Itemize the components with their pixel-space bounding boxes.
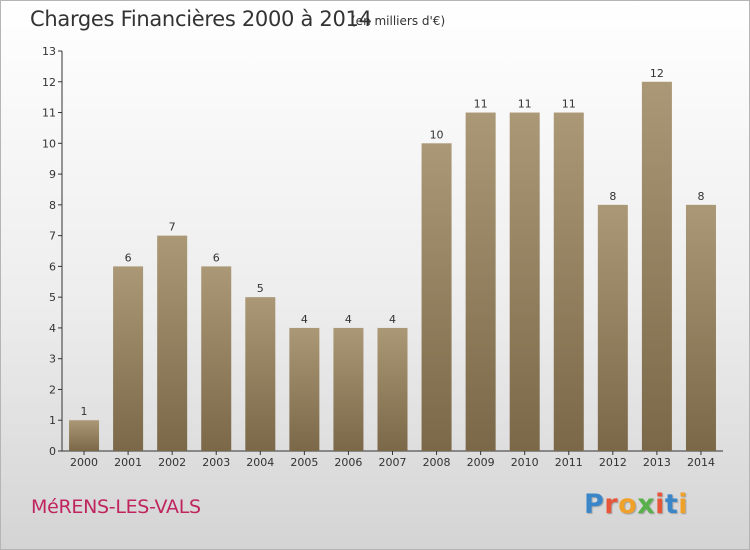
x-tick-label: 2005 <box>290 456 318 469</box>
data-label: 12 <box>650 67 664 80</box>
bar <box>201 266 232 451</box>
bar <box>597 204 628 451</box>
data-label: 1 <box>81 405 88 418</box>
logo-letter: t <box>664 489 679 520</box>
y-tick-label: 6 <box>49 260 56 273</box>
data-label: 11 <box>474 98 488 111</box>
bar <box>641 81 672 452</box>
y-tick-label: 10 <box>42 137 56 150</box>
y-tick-label: 5 <box>49 291 56 304</box>
bar <box>69 420 100 451</box>
y-tick-label: 11 <box>42 107 56 120</box>
bar <box>113 266 144 451</box>
x-tick-label: 2006 <box>334 456 362 469</box>
data-label: 8 <box>609 190 616 203</box>
y-tick-label: 13 <box>42 45 56 58</box>
y-tick-label: 2 <box>49 383 56 396</box>
x-tick-label: 2008 <box>423 456 451 469</box>
chart-subtitle: (en milliers d'€) <box>351 14 446 28</box>
data-label: 11 <box>562 98 576 111</box>
y-tick-label: 7 <box>49 230 56 243</box>
y-tick-label: 8 <box>49 199 56 212</box>
logo-letter: x <box>637 489 656 520</box>
data-label: 7 <box>169 221 176 234</box>
logo-letter: P <box>584 489 605 520</box>
chart-labels: 1 6 7 6 5 4 4 4 10 11 11 11 8 12 8 <box>81 67 705 418</box>
bar <box>333 327 364 451</box>
chart-title: Charges Financières 2000 à 2014 <box>30 7 372 31</box>
bar <box>685 204 716 451</box>
y-tick-label: 3 <box>49 353 56 366</box>
bar <box>157 235 188 451</box>
commune-name: MéRENS-LES-VALS <box>31 496 201 518</box>
x-tick-label: 2001 <box>114 456 142 469</box>
bar <box>553 112 584 452</box>
x-tick-label: 2009 <box>467 456 495 469</box>
y-tick-label: 1 <box>49 414 56 427</box>
y-tick-label: 4 <box>49 322 56 335</box>
y-tick-label: 9 <box>49 168 56 181</box>
proxiti-logo[interactable]: Proxiti <box>584 489 688 523</box>
x-tick-label: 2002 <box>158 456 186 469</box>
x-tick-label: 2007 <box>379 456 407 469</box>
bar <box>289 327 320 451</box>
chart-bars <box>69 81 716 452</box>
bar <box>421 143 452 452</box>
bar <box>377 327 408 451</box>
logo-letter: r <box>604 489 619 520</box>
data-label: 4 <box>345 313 352 326</box>
y-tick-label: 0 <box>49 445 56 458</box>
logo-letter: i <box>678 489 689 520</box>
data-label: 10 <box>430 128 444 141</box>
data-label: 8 <box>697 190 704 203</box>
logo-letter: o <box>618 489 638 520</box>
data-label: 4 <box>389 313 396 326</box>
data-label: 11 <box>518 98 532 111</box>
x-tick-label: 2004 <box>246 456 274 469</box>
data-label: 6 <box>213 251 220 264</box>
logo-letter: i <box>655 489 665 520</box>
x-tick-label: 2003 <box>202 456 230 469</box>
x-tick-label: 2013 <box>643 456 671 469</box>
x-tick-label: 2000 <box>70 456 98 469</box>
y-tick-label: 12 <box>42 76 56 89</box>
x-tick-label: 2012 <box>599 456 627 469</box>
data-label: 5 <box>257 282 264 295</box>
data-label: 4 <box>301 313 308 326</box>
x-tick-label: 2010 <box>511 456 539 469</box>
bar <box>245 297 276 451</box>
bar <box>509 112 540 452</box>
x-tick-label: 2011 <box>555 456 583 469</box>
bar <box>465 112 496 452</box>
x-tick-label: 2014 <box>687 456 715 469</box>
data-label: 6 <box>125 251 132 264</box>
